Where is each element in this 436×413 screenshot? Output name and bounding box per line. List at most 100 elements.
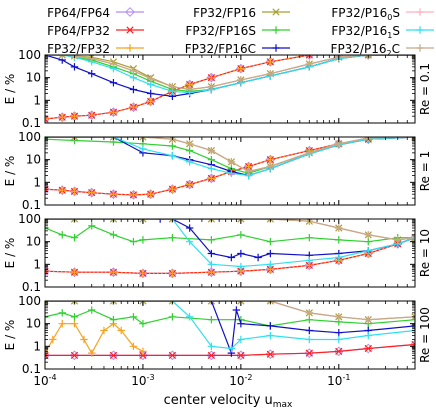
data-point [207, 260, 216, 269]
series-fp32-fp16 [45, 219, 415, 244]
data-point [129, 342, 138, 351]
data-point [206, 350, 217, 361]
data-point [108, 350, 119, 361]
data-point [70, 63, 79, 71]
legend-marker [126, 26, 134, 34]
data-point [364, 246, 372, 255]
data-point [185, 237, 194, 246]
data-point [167, 184, 178, 195]
y-tick-label: 0.1 [22, 362, 41, 376]
data-point [266, 155, 275, 164]
series-line [45, 137, 415, 174]
data-point [139, 236, 147, 244]
data-point [139, 301, 147, 305]
data-point [168, 185, 177, 193]
data-point [146, 75, 155, 83]
data-point [145, 189, 156, 200]
y-axis-label: E / % [3, 320, 17, 351]
series-fp32-p16-c [45, 55, 415, 94]
chart-panel: 100 10 1 0.1 E / % Re = 0.1 [3, 48, 432, 130]
data-point [185, 146, 194, 155]
data-point [266, 260, 275, 269]
y-tick-label: 1 [33, 93, 41, 107]
legend-marker [125, 7, 135, 17]
data-point [335, 313, 343, 321]
data-point [139, 145, 147, 153]
data-point [364, 315, 372, 324]
data-point [109, 137, 118, 141]
data-point [411, 315, 415, 324]
data-point [305, 315, 314, 324]
y-tick-label: 10 [26, 317, 41, 331]
data-point [227, 253, 236, 262]
data-point [45, 114, 50, 123]
data-point [207, 236, 216, 244]
y-tick-label: 0.1 [22, 116, 41, 130]
data-point [305, 309, 314, 317]
data-point [70, 301, 79, 305]
plot-frame [44, 54, 416, 124]
legend-marker [126, 44, 134, 52]
data-point [139, 137, 147, 141]
data-point [69, 267, 80, 278]
legend-marker [416, 44, 424, 52]
chart-panels: 100 10 1 0.1 E / % Re = 0.1 100 10 1 0.1 E / % Re =… [3, 48, 432, 376]
data-point [410, 232, 415, 243]
data-point [70, 112, 79, 120]
data-point [139, 347, 147, 356]
y-tick-label: 10 [26, 235, 41, 249]
data-point [109, 78, 118, 87]
series-fp32-p16-c [45, 219, 415, 244]
y-tick-label: 100 [18, 212, 41, 226]
series-fp64-fp32 [45, 340, 415, 359]
series-line [45, 137, 415, 173]
series-line [45, 219, 415, 259]
data-point [266, 58, 275, 66]
series-line [45, 137, 415, 196]
data-point [364, 237, 372, 246]
series-line [45, 219, 415, 268]
data-point [304, 260, 315, 271]
panel-re-label: Re = 10 [418, 229, 432, 277]
data-point [88, 188, 96, 197]
data-point [266, 331, 275, 340]
data-point [70, 268, 79, 276]
data-point [58, 55, 66, 59]
data-point [207, 146, 216, 155]
legend: FP64/FP64 FP64/FP32 FP32/FP32 FP32/FP16 FP32… [47, 6, 434, 58]
data-point [265, 56, 276, 67]
panel-re-label: Re = 1 [418, 151, 432, 192]
data-point [129, 85, 138, 94]
data-point [109, 219, 118, 223]
series-line [45, 301, 415, 321]
series-line [45, 55, 415, 94]
y-tick-label: 100 [18, 294, 41, 308]
data-point [70, 187, 79, 196]
data-point [129, 73, 138, 82]
data-point [305, 335, 314, 344]
data-point [237, 249, 245, 258]
data-point [335, 347, 343, 355]
series-line [45, 137, 415, 196]
data-point [235, 63, 246, 74]
data-point [207, 268, 216, 276]
y-tick-label: 1 [33, 257, 41, 271]
chart-panel: 100 10 1 0.1 E / % Re = 1 [3, 130, 432, 212]
series-line [45, 137, 415, 177]
y-tick-label: 1 [33, 175, 41, 189]
data-point [138, 350, 148, 361]
series-line [45, 137, 415, 173]
series-line [45, 301, 415, 350]
series-line [45, 237, 415, 274]
series-fp32-fp32 [45, 137, 415, 199]
data-point [237, 64, 245, 73]
data-point [305, 349, 313, 357]
data-point [138, 268, 148, 279]
data-point [207, 219, 216, 223]
data-point [305, 55, 313, 59]
legend-label: FP64/FP32 [47, 24, 110, 38]
data-point [70, 233, 79, 242]
data-point [237, 76, 245, 84]
x-axis-label: center velocity umax [164, 393, 293, 410]
y-axis-label: E / % [3, 156, 17, 187]
